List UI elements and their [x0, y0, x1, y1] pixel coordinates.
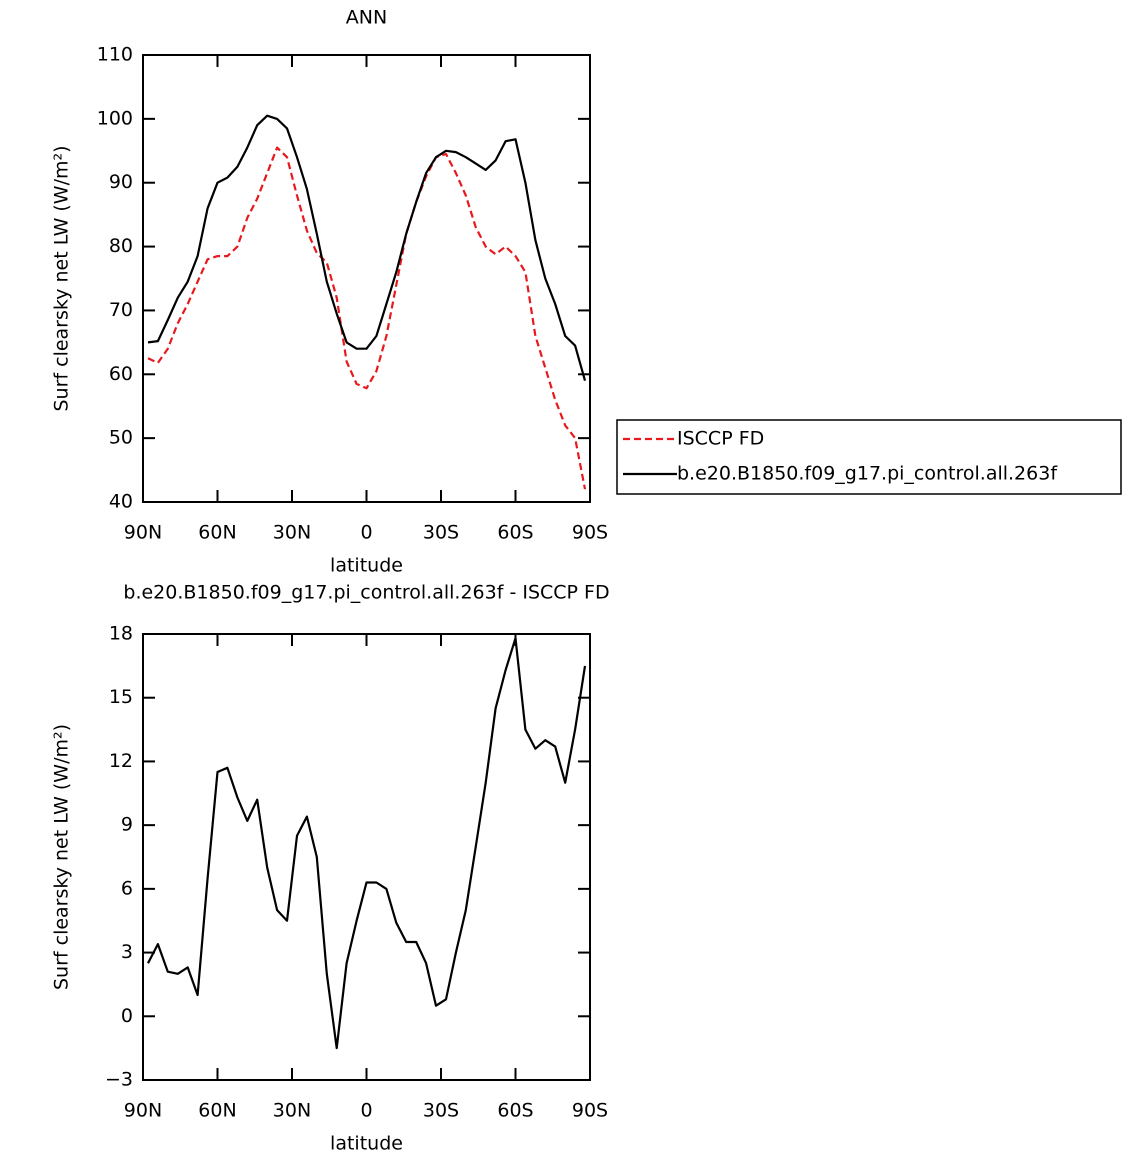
- y-tick-label: 60: [109, 363, 133, 385]
- y-tick-label: 100: [97, 107, 133, 129]
- y-tick-label: 90: [109, 171, 133, 193]
- legend-box: [616, 419, 1122, 495]
- x-tick-label: 30N: [273, 522, 311, 544]
- plot-frame: [142, 54, 591, 503]
- y-tick-label: 70: [109, 299, 133, 321]
- x-tick-label: 30S: [423, 522, 459, 544]
- y-tick-label: 9: [121, 814, 133, 836]
- x-tick-label: 0: [360, 1100, 372, 1122]
- x-tick-label: 60N: [198, 522, 236, 544]
- data-line: [147, 637, 587, 1050]
- data-line: [147, 114, 587, 381]
- chart-title: b.e20.B1850.f09_g17.pi_control.all.263f …: [123, 582, 609, 604]
- y-tick-label: 12: [109, 750, 133, 772]
- y-tick-label: 6: [121, 877, 133, 899]
- x-axis-label: latitude: [330, 1133, 403, 1155]
- x-axis-label: latitude: [330, 555, 403, 577]
- x-tick-label: 90N: [124, 522, 162, 544]
- plot-frame: [142, 633, 591, 1081]
- y-tick-label: 15: [109, 686, 133, 708]
- legend-label: b.e20.B1850.f09_g17.pi_control.all.263f: [677, 463, 1058, 485]
- x-tick-label: 90N: [124, 1100, 162, 1122]
- y-axis-label: Surf clearsky net LW (W/m²): [51, 145, 73, 411]
- x-tick-label: 90S: [572, 522, 608, 544]
- y-tick-label: 18: [109, 623, 133, 645]
- data-line: [147, 146, 587, 490]
- x-tick-label: 60N: [198, 1100, 236, 1122]
- chart-title: ANN: [346, 7, 387, 29]
- y-tick-label: 40: [109, 491, 133, 513]
- legend-label: ISCCP FD: [677, 428, 764, 450]
- x-tick-label: 90S: [572, 1100, 608, 1122]
- y-tick-label: 0: [121, 1005, 133, 1027]
- x-tick-label: 30N: [273, 1100, 311, 1122]
- y-tick-label: −3: [105, 1069, 133, 1091]
- y-tick-label: 50: [109, 427, 133, 449]
- x-tick-label: 60S: [497, 522, 533, 544]
- y-tick-label: 80: [109, 235, 133, 257]
- x-tick-label: 0: [360, 522, 372, 544]
- y-axis-label: Surf clearsky net LW (W/m²): [51, 724, 73, 990]
- y-tick-label: 110: [97, 44, 133, 66]
- x-tick-label: 60S: [497, 1100, 533, 1122]
- x-tick-label: 30S: [423, 1100, 459, 1122]
- y-tick-label: 3: [121, 941, 133, 963]
